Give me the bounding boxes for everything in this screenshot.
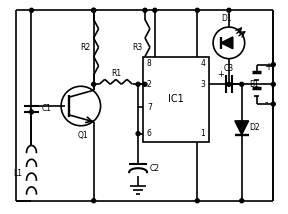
Circle shape [143,82,147,86]
Polygon shape [235,121,249,135]
Circle shape [240,82,244,86]
Circle shape [143,8,147,12]
Circle shape [92,8,96,12]
Circle shape [271,102,275,106]
Circle shape [153,8,157,12]
Text: 8: 8 [147,59,152,68]
Circle shape [92,82,96,86]
Circle shape [29,8,33,12]
Circle shape [29,110,33,114]
Text: +: + [217,70,224,79]
Text: C2: C2 [150,164,160,173]
Text: D2: D2 [250,123,260,132]
Text: D1: D1 [221,14,232,23]
Text: 6: 6 [147,129,152,138]
Circle shape [92,199,96,203]
Text: 4: 4 [200,59,205,68]
Text: IC1: IC1 [168,94,184,104]
Bar [143,57,209,141]
Circle shape [240,199,244,203]
Text: R3: R3 [132,43,142,52]
Text: 3: 3 [200,80,205,89]
Text: Q1: Q1 [77,131,88,140]
Text: L1: L1 [14,169,22,178]
Circle shape [227,82,231,86]
Text: -: - [264,97,268,107]
Text: R2: R2 [81,43,91,52]
Text: 2: 2 [147,80,152,89]
Text: B1: B1 [250,80,259,89]
Text: C1: C1 [41,104,51,113]
Circle shape [136,82,140,86]
Circle shape [92,8,96,12]
Circle shape [271,62,275,67]
Text: C3: C3 [224,64,234,73]
Circle shape [136,132,140,136]
Text: 7: 7 [147,103,152,111]
Circle shape [271,82,275,86]
Text: +: + [264,62,272,71]
Polygon shape [221,37,233,49]
Circle shape [195,199,199,203]
Text: 1: 1 [200,129,205,138]
Text: R1: R1 [111,69,121,78]
Circle shape [195,8,199,12]
Circle shape [227,8,231,12]
